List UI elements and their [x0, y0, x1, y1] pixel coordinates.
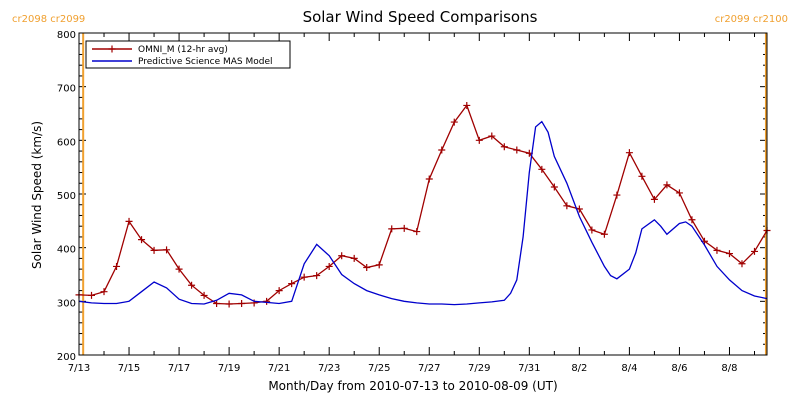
data-point	[638, 172, 646, 180]
data-point	[350, 254, 358, 262]
chart-title: Solar Wind Speed Comparisons	[303, 8, 538, 26]
data-point	[138, 236, 146, 244]
data-point	[650, 195, 658, 203]
data-point	[625, 149, 633, 157]
x-tick-label: 7/19	[218, 363, 240, 374]
data-point	[400, 224, 408, 232]
data-point	[675, 189, 683, 197]
carrington-label: cr2098 cr2099	[12, 14, 85, 25]
data-point	[375, 261, 383, 269]
data-point	[613, 191, 621, 199]
x-tick-label: 7/29	[468, 363, 490, 374]
legend-box	[85, 40, 291, 69]
data-point	[300, 273, 308, 281]
data-point	[188, 281, 196, 289]
data-point	[425, 175, 433, 183]
data-point	[238, 299, 246, 307]
data-point	[688, 216, 696, 224]
y-tick-label: 300	[57, 298, 76, 309]
data-point	[100, 288, 108, 296]
y-tick-label: 700	[57, 84, 76, 95]
data-point	[663, 181, 671, 189]
x-tick-label: 7/13	[68, 363, 90, 374]
data-point	[88, 291, 96, 299]
x-tick-label: 7/21	[268, 363, 290, 374]
data-point	[450, 118, 458, 126]
legend-label-0: OMNI_M (12-hr avg)	[138, 45, 228, 55]
carrington-label: cr2099 cr2100	[715, 14, 788, 25]
x-tick-label: 8/8	[721, 363, 737, 374]
data-point	[413, 228, 421, 236]
data-point	[388, 225, 396, 233]
data-point	[725, 250, 733, 258]
data-point	[200, 291, 208, 299]
data-point	[313, 272, 321, 280]
data-point	[275, 287, 283, 295]
data-point	[713, 246, 721, 254]
data-point	[163, 246, 171, 254]
data-point	[750, 247, 758, 255]
x-tick-label: 8/2	[571, 363, 587, 374]
x-tick-label: 7/15	[118, 363, 140, 374]
data-point	[563, 202, 571, 210]
data-point	[738, 260, 746, 268]
data-point	[500, 143, 508, 151]
data-point	[338, 252, 346, 260]
data-point	[325, 262, 333, 270]
data-point	[513, 146, 521, 154]
x-axis-label: Month/Day from 2010-07-13 to 2010-08-09 …	[268, 379, 557, 393]
legend-marker	[108, 45, 116, 53]
data-point	[113, 262, 121, 270]
data-point	[538, 165, 546, 173]
data-point	[263, 297, 271, 305]
data-point	[488, 132, 496, 140]
x-tick-label: 7/17	[168, 363, 190, 374]
data-point	[225, 300, 233, 308]
y-tick-label: 500	[57, 191, 76, 202]
data-point	[600, 230, 608, 238]
plot-frame	[78, 32, 768, 356]
y-axis-label: Solar Wind Speed (km/s)	[30, 121, 44, 269]
x-tick-label: 7/23	[318, 363, 340, 374]
x-tick-label: 7/27	[418, 363, 440, 374]
data-point	[588, 226, 596, 234]
y-tick-label: 200	[57, 352, 76, 363]
data-point	[288, 280, 296, 288]
data-point	[550, 183, 558, 191]
data-point	[125, 217, 133, 225]
data-point	[175, 265, 183, 273]
data-point	[463, 101, 471, 109]
data-point	[363, 264, 371, 272]
series-line-1	[78, 120, 768, 306]
legend-label-1: Predictive Science MAS Model	[138, 57, 273, 67]
y-tick-label: 600	[57, 137, 76, 148]
series-line-0	[78, 104, 768, 305]
data-point	[438, 146, 446, 154]
data-point	[213, 299, 221, 307]
x-tick-label: 8/4	[621, 363, 637, 374]
legend: OMNI_M (12-hr avg) Predictive Science MAS…	[85, 40, 291, 69]
x-tick-label: 8/6	[671, 363, 687, 374]
data-point	[475, 136, 483, 144]
data-point	[150, 246, 158, 254]
y-tick-label: 400	[57, 245, 76, 256]
x-tick-label: 7/25	[368, 363, 390, 374]
y-tick-label: 800	[57, 30, 76, 41]
x-tick-label: 7/31	[518, 363, 540, 374]
